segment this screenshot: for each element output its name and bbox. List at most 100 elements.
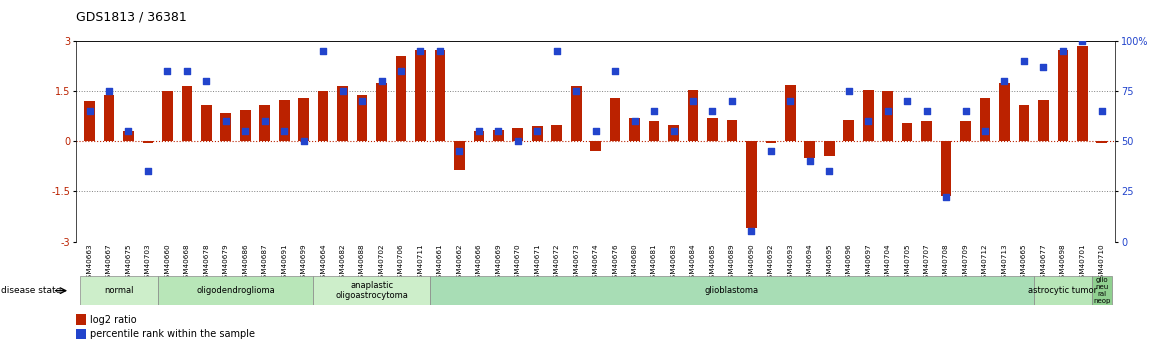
Bar bbox=[313, 276, 430, 305]
Bar bbox=[298, 98, 310, 141]
Bar bbox=[162, 91, 173, 141]
Bar bbox=[610, 98, 620, 141]
Bar bbox=[239, 110, 251, 141]
Point bbox=[957, 109, 975, 114]
Point bbox=[1073, 39, 1092, 44]
Bar bbox=[454, 141, 465, 170]
Bar bbox=[430, 276, 1034, 305]
Point bbox=[975, 129, 994, 134]
Point bbox=[256, 119, 274, 124]
Bar bbox=[279, 100, 290, 141]
Bar bbox=[356, 95, 368, 141]
Point bbox=[353, 99, 371, 104]
Point bbox=[606, 69, 625, 74]
Point bbox=[274, 129, 293, 134]
Point bbox=[566, 89, 585, 94]
Text: anaplastic
oligoastrocytoma: anaplastic oligoastrocytoma bbox=[335, 281, 409, 300]
Bar bbox=[688, 90, 698, 141]
Point bbox=[742, 229, 760, 234]
Point bbox=[586, 129, 605, 134]
Bar bbox=[765, 141, 777, 143]
Bar bbox=[648, 121, 660, 141]
Point bbox=[81, 109, 99, 114]
Bar bbox=[1034, 276, 1092, 305]
Bar bbox=[1057, 50, 1069, 141]
Bar bbox=[434, 50, 445, 141]
Text: oligodendroglioma: oligodendroglioma bbox=[196, 286, 274, 295]
Text: percentile rank within the sample: percentile rank within the sample bbox=[90, 329, 256, 339]
Point bbox=[1092, 109, 1111, 114]
Text: glioblastoma: glioblastoma bbox=[704, 286, 759, 295]
Bar bbox=[902, 123, 912, 141]
Bar bbox=[158, 276, 313, 305]
Bar bbox=[1077, 46, 1087, 141]
Bar bbox=[531, 126, 543, 141]
Point bbox=[489, 129, 508, 134]
Text: GDS1813 / 36381: GDS1813 / 36381 bbox=[76, 10, 187, 23]
Point bbox=[1015, 59, 1034, 64]
Bar bbox=[221, 113, 231, 141]
Point bbox=[703, 109, 722, 114]
Point bbox=[294, 139, 313, 144]
Bar bbox=[882, 91, 894, 141]
Point bbox=[314, 49, 333, 54]
Point bbox=[781, 99, 800, 104]
Bar bbox=[999, 83, 1010, 141]
Text: glio
neu
ral
neop: glio neu ral neop bbox=[1093, 277, 1111, 304]
Point bbox=[820, 169, 839, 174]
Point bbox=[411, 49, 430, 54]
Point bbox=[178, 69, 196, 74]
Point bbox=[840, 89, 858, 94]
Bar bbox=[259, 105, 270, 141]
Point bbox=[917, 109, 936, 114]
Bar bbox=[940, 141, 952, 196]
Point bbox=[1034, 65, 1052, 70]
Bar bbox=[823, 141, 835, 156]
Point bbox=[470, 129, 488, 134]
Bar bbox=[76, 314, 86, 325]
Bar bbox=[922, 121, 932, 141]
Point bbox=[995, 79, 1014, 84]
Point bbox=[878, 109, 897, 114]
Bar bbox=[76, 329, 86, 339]
Bar bbox=[79, 276, 158, 305]
Text: astrocytic tumor: astrocytic tumor bbox=[1028, 286, 1098, 295]
Point bbox=[99, 89, 118, 94]
Bar bbox=[551, 125, 562, 141]
Bar bbox=[493, 130, 503, 141]
Bar bbox=[84, 101, 95, 141]
Bar bbox=[201, 105, 211, 141]
Text: log2 ratio: log2 ratio bbox=[90, 315, 137, 325]
Bar bbox=[1097, 141, 1107, 143]
Point bbox=[800, 159, 819, 164]
Point bbox=[431, 49, 450, 54]
Bar bbox=[396, 56, 406, 141]
Point bbox=[898, 99, 917, 104]
Point bbox=[373, 79, 391, 84]
Bar bbox=[571, 87, 582, 141]
Bar bbox=[785, 85, 795, 141]
Point bbox=[450, 149, 468, 154]
Bar bbox=[473, 131, 485, 141]
Bar bbox=[1092, 276, 1112, 305]
Point bbox=[548, 49, 566, 54]
Point bbox=[683, 99, 702, 104]
Point bbox=[216, 119, 235, 124]
Point bbox=[645, 109, 663, 114]
Bar bbox=[415, 50, 426, 141]
Bar bbox=[960, 121, 971, 141]
Point bbox=[158, 69, 176, 74]
Point bbox=[197, 79, 216, 84]
Point bbox=[858, 119, 877, 124]
Bar bbox=[590, 141, 602, 151]
Bar bbox=[746, 141, 757, 228]
Bar bbox=[338, 87, 348, 141]
Text: normal: normal bbox=[104, 286, 133, 295]
Point bbox=[762, 149, 780, 154]
Bar bbox=[726, 120, 737, 141]
Point bbox=[937, 195, 955, 200]
Bar bbox=[123, 131, 134, 141]
Bar bbox=[142, 141, 153, 143]
Point bbox=[625, 119, 644, 124]
Point bbox=[333, 89, 352, 94]
